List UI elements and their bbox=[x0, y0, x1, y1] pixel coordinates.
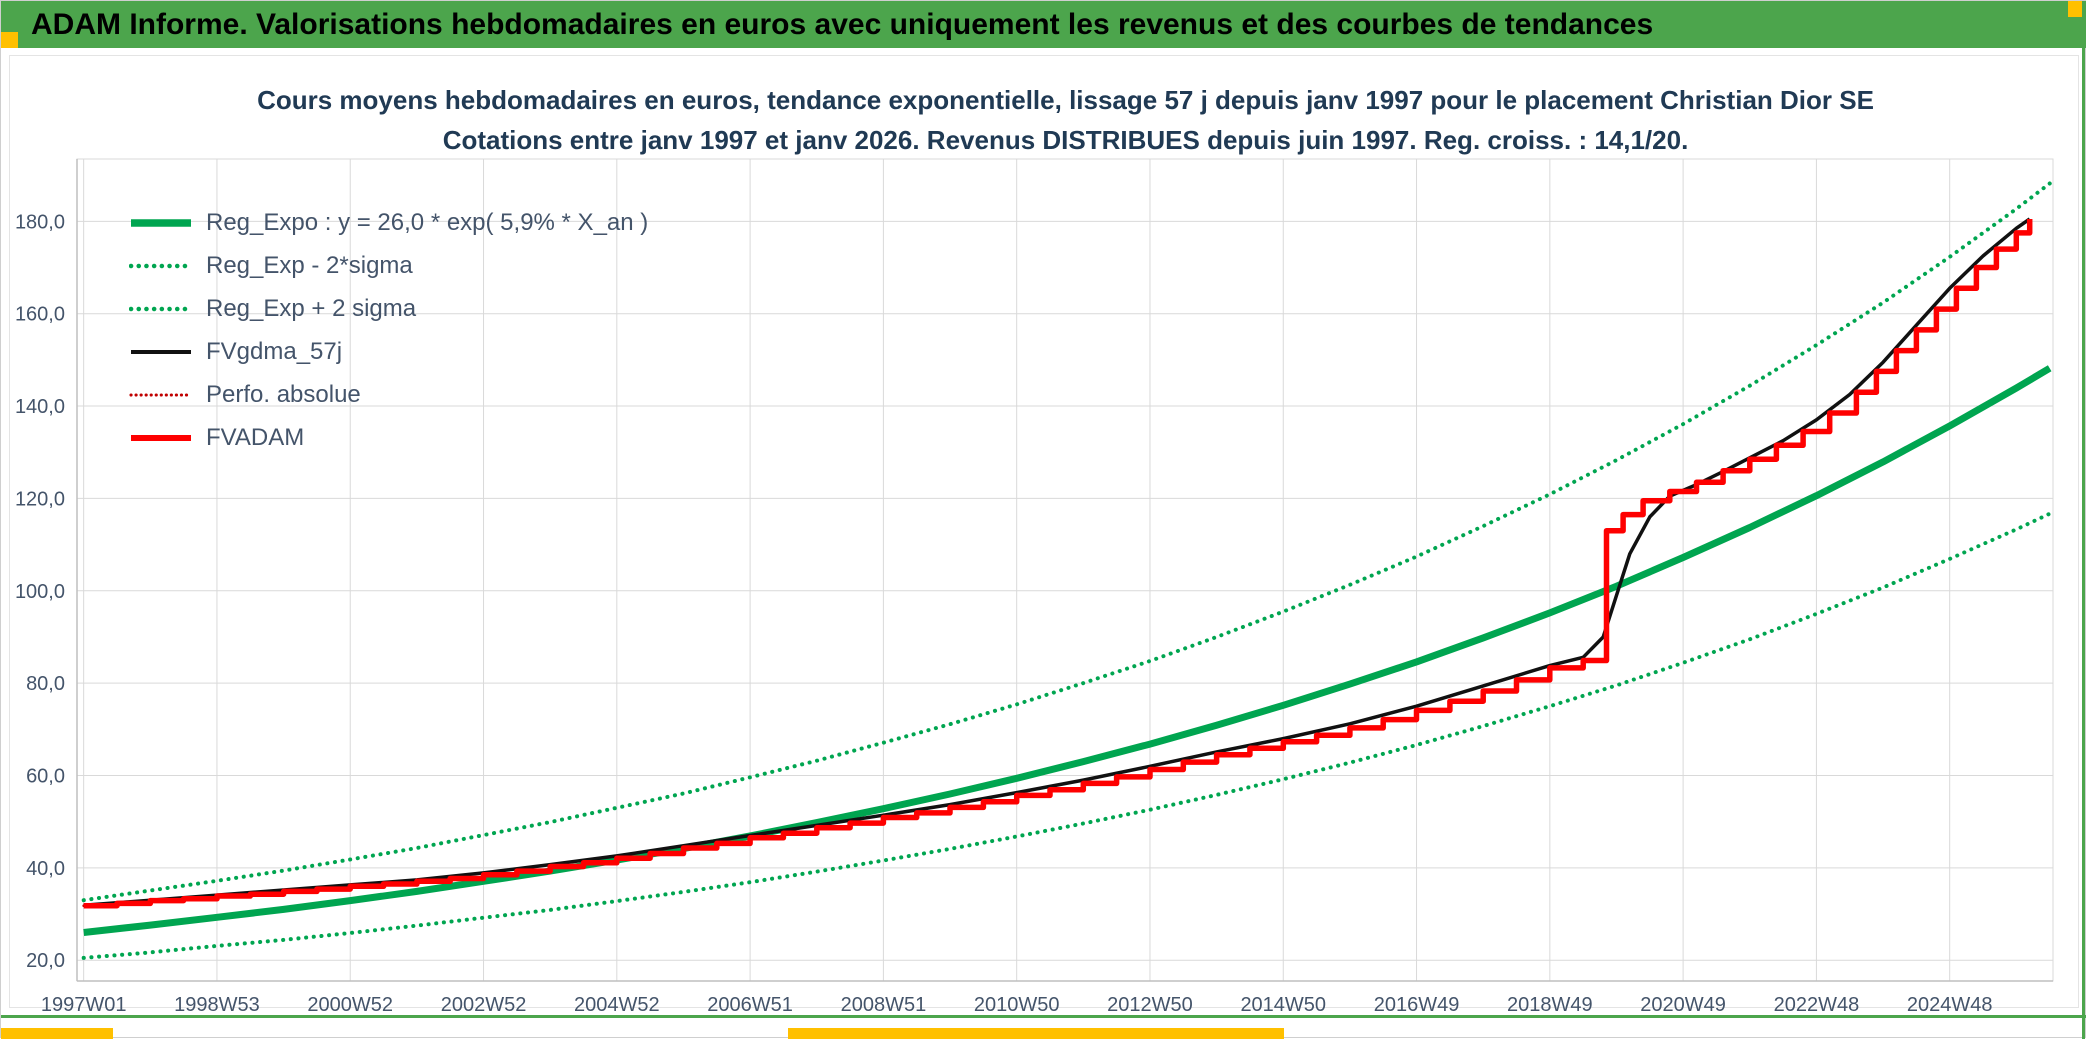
x-axis-label: 2016W49 bbox=[1374, 994, 1460, 1016]
page-title: ADAM Informe. Valorisations hebdomadaire… bbox=[31, 7, 1654, 41]
x-axis-label: 2010W50 bbox=[974, 994, 1060, 1016]
series-Reg_Expo bbox=[83, 365, 2052, 936]
x-axis-label: 2012W50 bbox=[1107, 994, 1193, 1016]
y-axis-label: 40,0 bbox=[26, 858, 65, 880]
legend-label: FVADAM bbox=[206, 423, 305, 451]
y-axis-label: 120,0 bbox=[15, 488, 65, 510]
y-axis-label: 100,0 bbox=[15, 581, 65, 603]
legend-item-Reg_Expo[interactable]: Reg_Expo : y = 26,0 * exp( 5,9% * X_an ) bbox=[129, 201, 648, 244]
legend-item-Perfo_absolue[interactable]: Perfo. absolue bbox=[129, 373, 648, 416]
header-bar[interactable]: ADAM Informe. Valorisations hebdomadaire… bbox=[1, 1, 2086, 48]
legend-line-sample bbox=[129, 263, 193, 268]
x-axis-label: 1998W53 bbox=[174, 994, 260, 1016]
y-axis-label: 180,0 bbox=[15, 211, 65, 233]
x-axis-label: 2020W49 bbox=[1640, 994, 1726, 1016]
legend-line-sample bbox=[129, 392, 193, 397]
x-axis-label: 2024W48 bbox=[1907, 994, 1993, 1016]
series-Reg_Exp_minus_2sigma bbox=[81, 511, 2052, 960]
legend-line-sample bbox=[131, 434, 191, 441]
x-axis-label: 2018W49 bbox=[1507, 994, 1593, 1016]
legend-label: Reg_Expo : y = 26,0 * exp( 5,9% * X_an ) bbox=[206, 208, 649, 236]
legend-item-FVADAM[interactable]: FVADAM bbox=[129, 416, 648, 459]
legend-label: Perfo. absolue bbox=[206, 380, 361, 408]
y-axis-label: 20,0 bbox=[26, 950, 65, 972]
x-axis-label: 2008W51 bbox=[841, 994, 927, 1016]
chart-title-line1: Cours moyens hebdomadaires en euros, ten… bbox=[257, 85, 1874, 115]
y-axis-label: 60,0 bbox=[26, 766, 65, 788]
legend-label: Reg_Exp - 2*sigma bbox=[206, 251, 413, 279]
plot-area bbox=[81, 181, 2052, 960]
legend-line-sample bbox=[131, 349, 191, 354]
legend-label: Reg_Exp + 2 sigma bbox=[206, 294, 417, 322]
legend-line-sample bbox=[129, 306, 193, 311]
legend-item-Reg_Exp_minus_2sigma[interactable]: Reg_Exp - 2*sigma bbox=[129, 244, 648, 287]
y-axis-label: 80,0 bbox=[26, 673, 65, 695]
bottom-accent-left bbox=[1, 1028, 113, 1039]
series-Reg_Exp_plus_2sigma bbox=[81, 181, 2052, 903]
x-axis-label: 2006W51 bbox=[707, 994, 793, 1016]
accent-corner-top-left bbox=[1, 32, 18, 48]
legend-line-sample bbox=[131, 218, 191, 227]
x-axis-label: 1997W01 bbox=[41, 994, 127, 1016]
legend-item-Reg_Exp_plus_2sigma[interactable]: Reg_Exp + 2 sigma bbox=[129, 287, 648, 330]
y-axis-label: 160,0 bbox=[15, 304, 65, 326]
right-edge-accent bbox=[2082, 1, 2085, 1039]
x-axis-label: 2004W52 bbox=[574, 994, 660, 1016]
x-axis-label: 2000W52 bbox=[307, 994, 393, 1016]
legend-label: FVgdma_57j bbox=[206, 337, 343, 365]
chart-title-line2: Cotations entre janv 1997 et janv 2026. … bbox=[442, 125, 1689, 155]
x-axis-label: 2022W48 bbox=[1774, 994, 1860, 1016]
bottom-edge-accent bbox=[1, 1015, 2086, 1018]
chart-legend: Reg_Expo : y = 26,0 * exp( 5,9% * X_an )… bbox=[129, 201, 648, 459]
bottom-accent-middle bbox=[788, 1028, 1284, 1039]
x-axis-label: 2002W52 bbox=[441, 994, 527, 1016]
accent-corner-top-right bbox=[2068, 1, 2085, 17]
x-axis-label: 2014W50 bbox=[1240, 994, 1326, 1016]
legend-item-FVgdma_57j[interactable]: FVgdma_57j bbox=[129, 330, 648, 373]
y-axis-label: 140,0 bbox=[15, 396, 65, 418]
series-FVADAM bbox=[83, 219, 2033, 909]
